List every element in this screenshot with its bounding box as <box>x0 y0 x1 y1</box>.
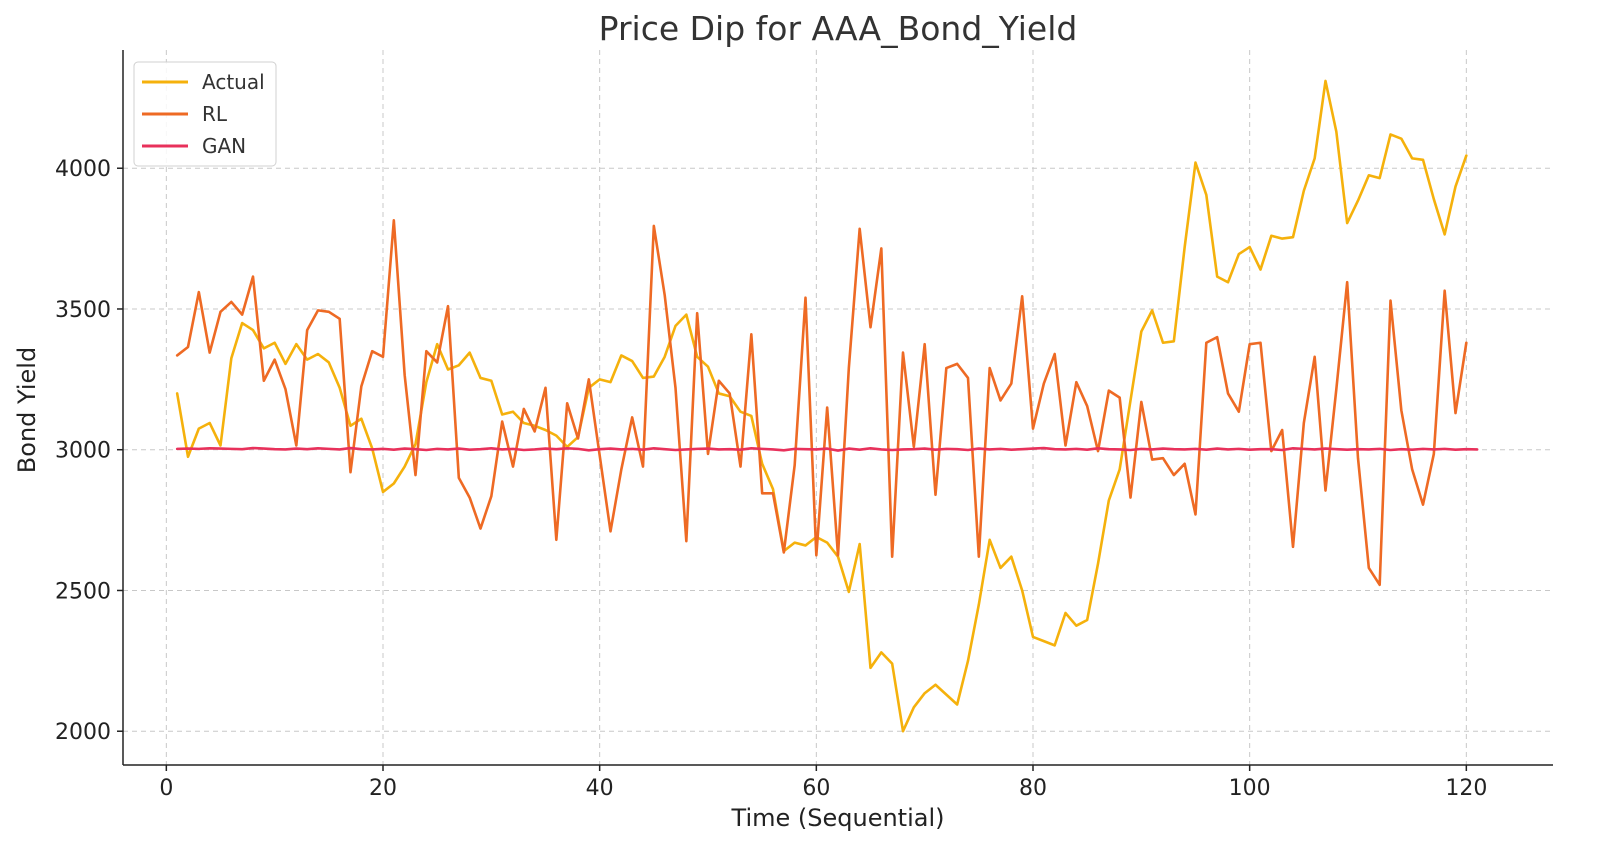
y-tick-label: 4000 <box>55 157 111 182</box>
x-tick-label: 20 <box>369 776 397 801</box>
y-tick-label: 2500 <box>55 579 111 604</box>
y-axis-title: Bond Yield <box>13 347 41 473</box>
series-lines <box>175 79 1479 733</box>
x-tick-label: 120 <box>1445 776 1487 801</box>
tick-labels: 0 20 40 60 80 100 120 2000 2500 3000 3500 4000 <box>55 157 1487 801</box>
legend-label-rl: RL <box>202 102 228 126</box>
y-tick-label: 2000 <box>55 720 111 745</box>
x-tick-label: 60 <box>802 776 830 801</box>
x-tick-label: 0 <box>159 776 173 801</box>
series-line-actual <box>175 79 1468 733</box>
grid <box>123 50 1553 765</box>
x-tick-label: 100 <box>1229 776 1271 801</box>
legend-label-gan: GAN <box>202 134 246 158</box>
legend-label-actual: Actual <box>202 70 265 94</box>
x-axis-title: Time (Sequential) <box>731 804 945 832</box>
series-line-gan <box>175 446 1479 452</box>
y-tick-label: 3500 <box>55 298 111 323</box>
series-line-rl <box>175 219 1468 587</box>
axes <box>122 50 1553 766</box>
x-tick-label: 40 <box>586 776 614 801</box>
chart-title: Price Dip for AAA_Bond_Yield <box>599 9 1078 48</box>
x-tick-label: 80 <box>1019 776 1047 801</box>
legend-items: Actual RL GAN <box>142 70 265 158</box>
legend: Actual RL GAN <box>133 61 277 167</box>
legend-box <box>133 61 277 167</box>
y-tick-label: 3000 <box>55 439 111 464</box>
